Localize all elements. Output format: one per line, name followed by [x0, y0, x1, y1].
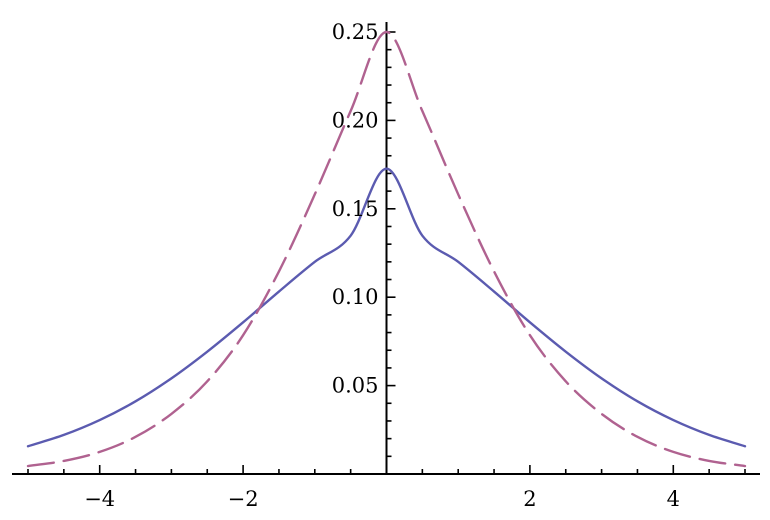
- series-solid-line: [26, 167, 747, 448]
- y-tick-label: 0.15: [332, 197, 379, 221]
- y-tick-label: 0.10: [332, 285, 379, 309]
- x-tick-label: 4: [667, 487, 680, 511]
- tick-labels: −4 −2 2 4 0.05 0.10 0.15 0.20 0.25: [84, 20, 680, 511]
- series-dashed-line: [26, 30, 747, 468]
- y-tick-label: 0.05: [332, 374, 379, 398]
- x-tick-label: 2: [523, 487, 536, 511]
- y-tick-label: 0.25: [332, 20, 379, 44]
- axes: [12, 22, 760, 475]
- x-tick-label: −2: [228, 487, 259, 511]
- x-tick-label: −4: [84, 487, 115, 511]
- curves: [26, 30, 747, 468]
- y-tick-label: 0.20: [332, 108, 379, 132]
